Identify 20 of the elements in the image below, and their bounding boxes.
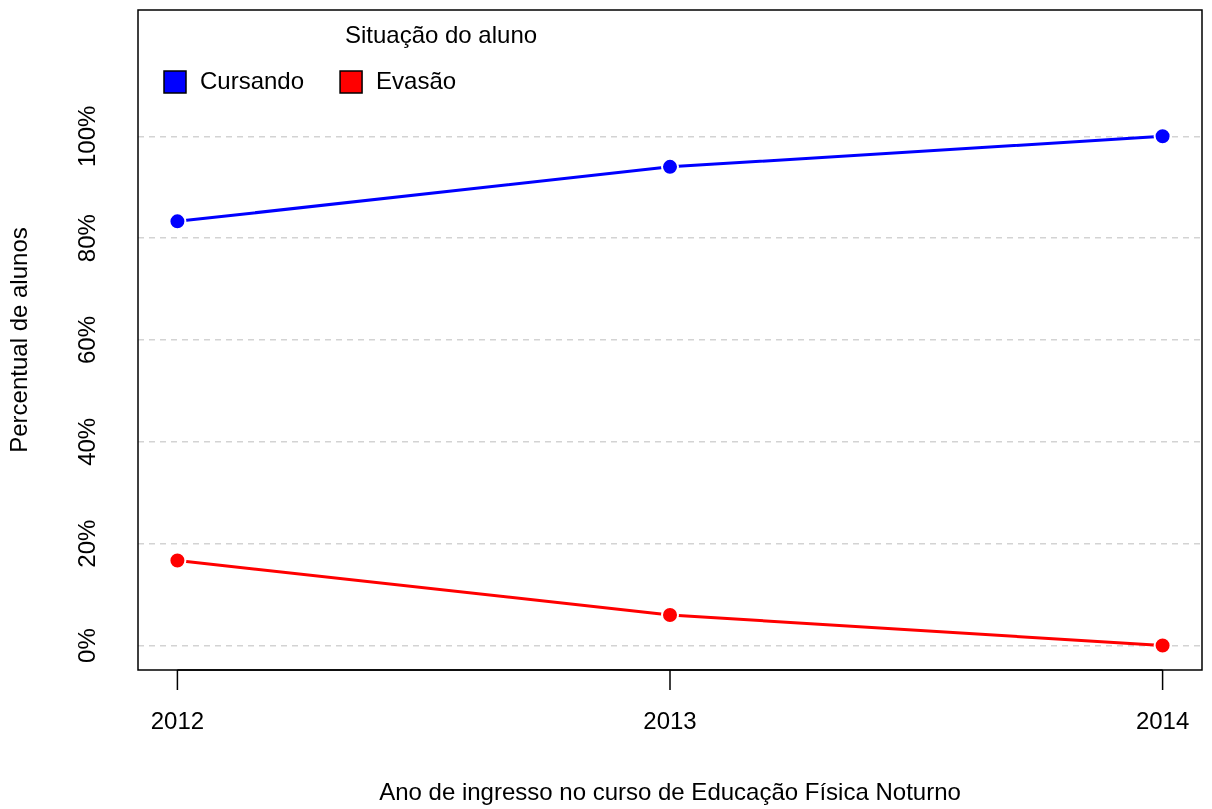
point [661,606,679,624]
legend-label: Cursando [200,66,305,94]
y-axis-title: Percentual de alunos [4,227,32,453]
point [168,551,187,570]
x-axis-title: Ano de ingresso no curso de Educação Física Noturno [379,777,961,805]
x-tick-label: 2012 [150,706,205,734]
y-tick-label: 80% [72,214,100,263]
x-tick-label: 2014 [1135,706,1190,734]
y-tick-label: 20% [72,519,100,568]
x-tick-label: 2013 [643,706,697,734]
legend-label: Evasão [376,66,457,94]
y-tick-label: 40% [72,417,100,466]
point [661,157,679,176]
point [1153,636,1172,655]
y-tick-label: 60% [72,315,100,365]
y-tick-label: 100% [72,105,100,167]
legend-title: Situação do aluno [344,20,538,48]
point [1153,127,1172,146]
y-tick-label: 0% [72,628,100,663]
point [168,212,187,231]
